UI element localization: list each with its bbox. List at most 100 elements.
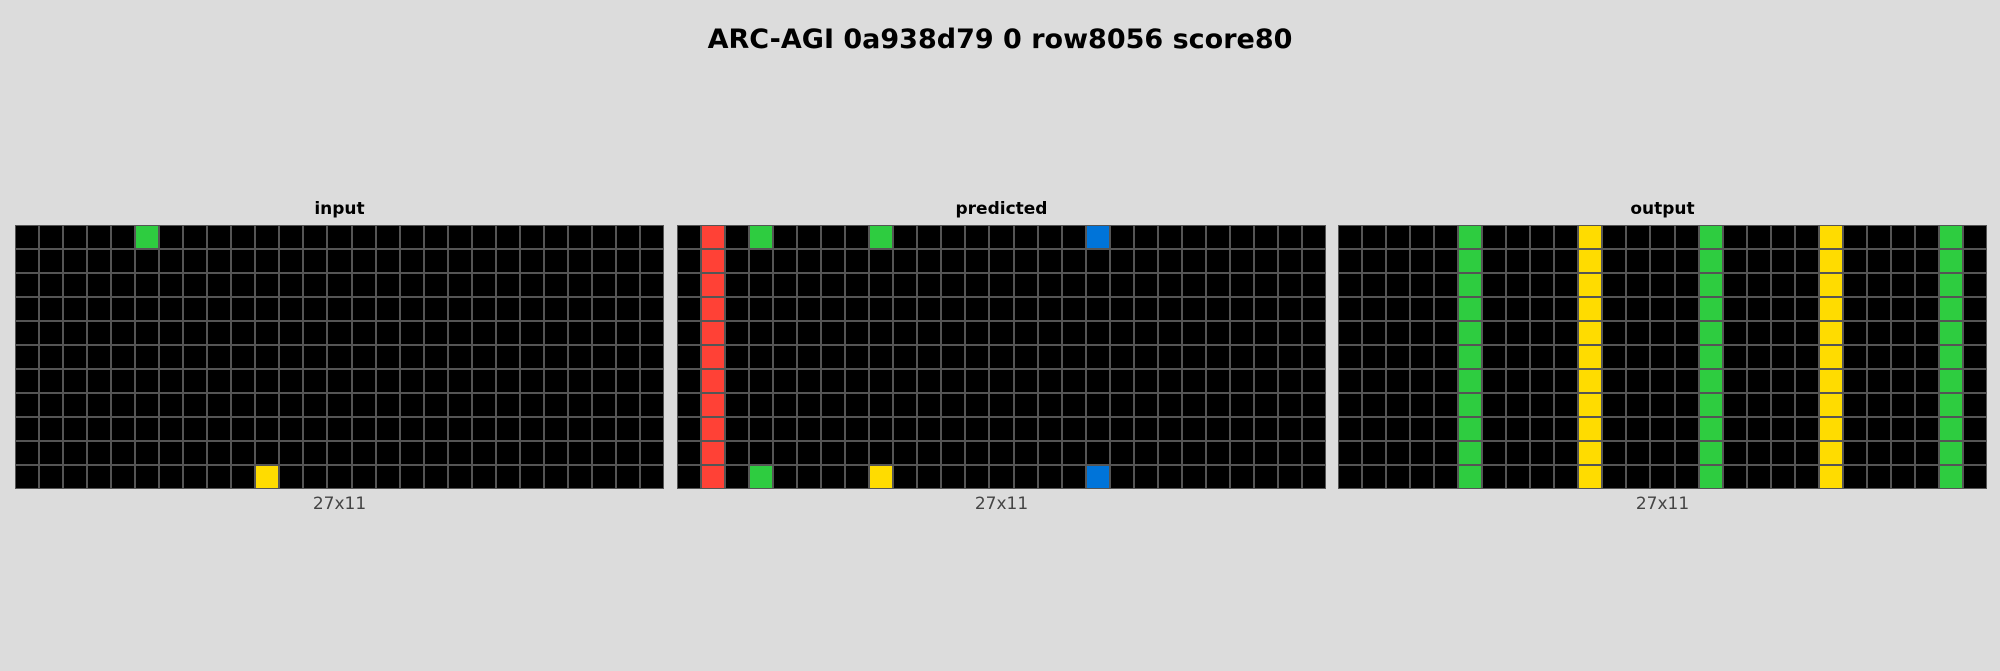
grid-cell bbox=[303, 321, 328, 345]
grid-cell bbox=[1482, 465, 1507, 489]
grid-cell bbox=[1554, 297, 1579, 321]
grid-cell bbox=[399, 393, 424, 417]
grid-cell bbox=[1794, 297, 1819, 321]
grid-cell bbox=[63, 321, 88, 345]
grid-cell bbox=[1109, 393, 1134, 417]
grid-cell bbox=[303, 249, 328, 273]
grid-cell bbox=[1626, 297, 1651, 321]
grid-cell bbox=[1458, 393, 1483, 417]
grid-cell bbox=[375, 393, 400, 417]
grid-cell bbox=[941, 417, 966, 441]
grid-cell bbox=[327, 369, 352, 393]
grid-cell bbox=[423, 369, 448, 393]
grid-cell bbox=[1890, 465, 1915, 489]
grid-cell bbox=[701, 273, 726, 297]
grid-cell bbox=[471, 465, 496, 489]
grid-cell bbox=[1554, 321, 1579, 345]
grid-cell bbox=[917, 369, 942, 393]
grid-cell bbox=[519, 273, 544, 297]
grid-cell bbox=[1229, 417, 1254, 441]
grid-cell bbox=[447, 441, 472, 465]
grid-cell bbox=[893, 297, 918, 321]
grid-cell bbox=[1890, 321, 1915, 345]
grid-cell bbox=[255, 273, 280, 297]
grid-cell bbox=[87, 393, 112, 417]
grid-cell bbox=[797, 249, 822, 273]
grid-cell bbox=[893, 225, 918, 249]
grid-cell bbox=[1109, 297, 1134, 321]
grid-cell bbox=[159, 297, 184, 321]
grid-cell bbox=[1578, 417, 1603, 441]
grid-cell bbox=[1013, 225, 1038, 249]
grid-cell bbox=[1061, 465, 1086, 489]
grid-cell bbox=[1890, 225, 1915, 249]
grid-cell bbox=[543, 225, 568, 249]
grid-cell bbox=[375, 225, 400, 249]
grid-cell bbox=[135, 273, 160, 297]
grid-cell bbox=[1506, 465, 1531, 489]
grid-cell bbox=[1109, 417, 1134, 441]
grid-cell bbox=[1277, 249, 1302, 273]
grid-cell bbox=[159, 393, 184, 417]
grid-cell bbox=[1602, 297, 1627, 321]
grid-cell bbox=[1674, 369, 1699, 393]
grid-cell bbox=[1301, 321, 1326, 345]
grid-cell bbox=[917, 465, 942, 489]
grid-cell bbox=[1962, 321, 1987, 345]
grid-cell bbox=[639, 393, 664, 417]
grid-cell bbox=[1698, 417, 1723, 441]
grid-cell bbox=[1037, 345, 1062, 369]
grid-cell bbox=[725, 441, 750, 465]
grid-cell bbox=[749, 393, 774, 417]
grid-cell bbox=[1434, 441, 1459, 465]
grid-cell bbox=[1938, 417, 1963, 441]
grid-cell bbox=[1362, 321, 1387, 345]
grid-cell bbox=[375, 321, 400, 345]
grid-cell bbox=[893, 465, 918, 489]
grid-cell bbox=[1362, 225, 1387, 249]
grid-cell bbox=[1458, 225, 1483, 249]
grid-cell bbox=[773, 225, 798, 249]
grid-cell bbox=[351, 441, 376, 465]
grid-cell bbox=[591, 345, 616, 369]
grid-cell bbox=[15, 465, 40, 489]
grid-cell bbox=[893, 417, 918, 441]
grid-cell bbox=[15, 441, 40, 465]
grid-cell bbox=[1770, 441, 1795, 465]
grid-cell bbox=[1386, 225, 1411, 249]
grid-cell bbox=[749, 273, 774, 297]
grid-cell bbox=[1674, 417, 1699, 441]
grid-cell bbox=[1842, 441, 1867, 465]
grid-cell bbox=[63, 249, 88, 273]
grid-cell bbox=[1085, 273, 1110, 297]
grid-cell bbox=[1794, 249, 1819, 273]
grid-cell bbox=[615, 321, 640, 345]
grid-cell bbox=[1890, 249, 1915, 273]
grid-cell bbox=[941, 465, 966, 489]
grid-cell bbox=[1650, 393, 1675, 417]
grid-cell bbox=[1914, 321, 1939, 345]
grid-cell bbox=[1674, 345, 1699, 369]
grid-cell bbox=[111, 273, 136, 297]
grid-cell bbox=[1722, 273, 1747, 297]
grid-cell bbox=[821, 465, 846, 489]
grid-cell bbox=[1037, 465, 1062, 489]
grid-cell bbox=[797, 225, 822, 249]
grid-cell bbox=[543, 273, 568, 297]
grid-cell bbox=[1482, 393, 1507, 417]
grid-cell bbox=[1674, 441, 1699, 465]
grid-cell bbox=[797, 321, 822, 345]
grid-cell bbox=[471, 273, 496, 297]
grid-cell bbox=[1253, 393, 1278, 417]
grid-cell bbox=[303, 297, 328, 321]
grid-cell bbox=[749, 369, 774, 393]
grid-cell bbox=[1626, 393, 1651, 417]
grid-cell bbox=[797, 441, 822, 465]
grid-cell bbox=[1722, 321, 1747, 345]
grid-cell bbox=[1013, 465, 1038, 489]
grid-cell bbox=[1842, 321, 1867, 345]
grid-cell bbox=[1362, 297, 1387, 321]
grid-cell bbox=[1277, 273, 1302, 297]
grid-cell bbox=[701, 393, 726, 417]
grid-cell bbox=[1842, 465, 1867, 489]
